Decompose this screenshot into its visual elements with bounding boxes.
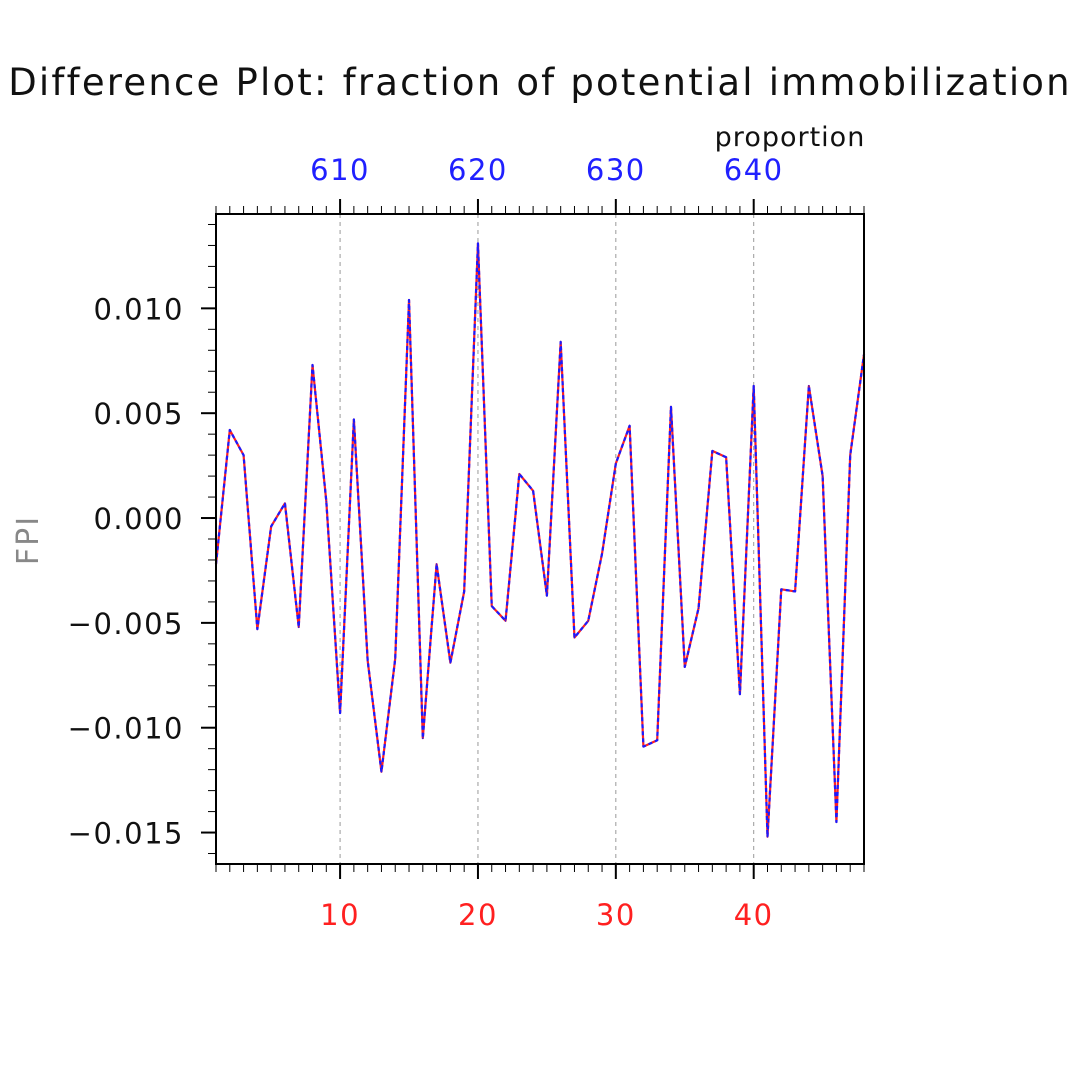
data-point — [628, 424, 631, 427]
data-point — [739, 693, 741, 695]
data-point — [711, 450, 714, 452]
data-point — [435, 563, 438, 565]
x-tick-label: 30 — [596, 898, 636, 932]
top-tick-label: 630 — [586, 153, 646, 187]
data-point — [808, 385, 810, 387]
data-point — [325, 500, 328, 503]
data-point — [573, 636, 576, 639]
y-tick-label: 0.000 — [93, 502, 184, 536]
data-point — [780, 588, 783, 591]
y-tick-label: −0.015 — [68, 817, 184, 851]
data-point — [228, 429, 231, 431]
data-point — [297, 626, 300, 628]
data-point — [380, 770, 383, 773]
data-point — [683, 666, 686, 668]
data-point — [794, 590, 796, 593]
data-point — [615, 462, 617, 465]
y-tick-label: 0.010 — [93, 292, 184, 326]
data-point — [752, 385, 755, 387]
data-point — [366, 659, 369, 662]
data-point — [353, 418, 355, 421]
data-point — [394, 657, 397, 660]
data-point — [463, 590, 465, 593]
grid-lines — [339, 214, 755, 864]
axis-ticks — [201, 199, 865, 879]
data-point — [670, 406, 672, 408]
x-tick-label: 40 — [734, 898, 774, 932]
top-tick-label: 620 — [448, 153, 508, 187]
top-tick-label: 640 — [724, 153, 784, 187]
data-point — [849, 454, 852, 456]
data-point — [725, 456, 727, 459]
data-point — [559, 341, 562, 343]
data-point — [518, 473, 521, 475]
tick-labels: 10 20 30 40 610 620 630 640 0.010 0.005 0.000 −0.00… — [68, 153, 784, 932]
series-line-blue-dashed — [214, 242, 866, 838]
y-tick-label: −0.005 — [68, 607, 184, 641]
data-point — [270, 525, 272, 528]
y-tick-label: −0.010 — [68, 712, 184, 746]
data-point — [490, 605, 493, 607]
x-tick-label: 10 — [320, 898, 360, 932]
data-point — [656, 739, 658, 742]
data-point — [477, 242, 479, 245]
data-point — [449, 661, 452, 664]
y-axis-label: FPI — [11, 515, 46, 565]
data-point — [504, 619, 507, 622]
data-point — [697, 607, 700, 609]
data-point — [284, 502, 286, 505]
data-point — [821, 475, 824, 477]
data-point — [835, 821, 838, 823]
data-point — [242, 454, 245, 456]
data-point — [546, 594, 548, 597]
top-tick-label: 610 — [310, 153, 370, 187]
data-point — [587, 619, 590, 622]
x-tick-label: 20 — [458, 898, 498, 932]
data-point — [422, 737, 424, 739]
y-tick-label: 0.005 — [93, 397, 184, 431]
data-point — [766, 835, 769, 838]
chart-title: Difference Plot: fraction of potential i… — [8, 61, 1072, 104]
data-point — [339, 712, 341, 714]
data-point — [408, 299, 410, 301]
data-point — [601, 552, 603, 555]
data-point — [532, 489, 534, 492]
data-point — [256, 628, 259, 630]
series-layer — [214, 242, 866, 838]
data-point — [311, 364, 314, 366]
data-point — [642, 745, 645, 748]
top-axis-label: proportion — [715, 122, 866, 153]
